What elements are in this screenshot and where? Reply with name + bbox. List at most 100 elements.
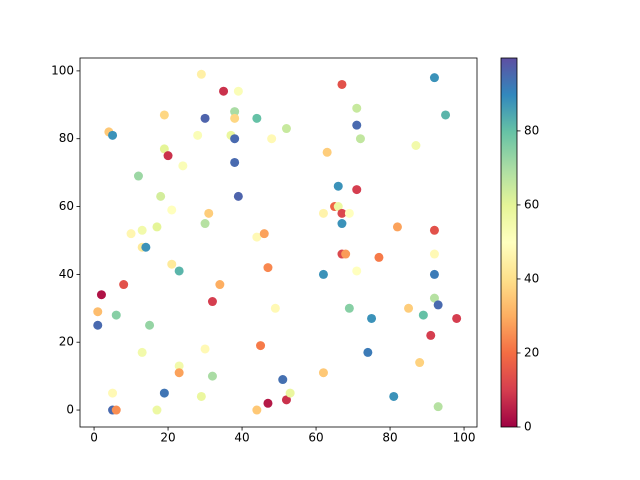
colorbar bbox=[500, 57, 518, 428]
point bbox=[252, 405, 262, 415]
point bbox=[196, 69, 206, 79]
point bbox=[200, 219, 210, 229]
point bbox=[429, 225, 439, 235]
point bbox=[145, 320, 155, 330]
point bbox=[93, 307, 103, 317]
point bbox=[411, 141, 421, 151]
point bbox=[355, 134, 365, 144]
point bbox=[352, 103, 362, 113]
y-tick-label: 40 bbox=[59, 267, 74, 281]
plot-frame bbox=[79, 57, 478, 428]
point bbox=[322, 147, 332, 157]
point bbox=[285, 388, 295, 398]
point bbox=[167, 259, 177, 269]
point bbox=[133, 171, 143, 181]
point bbox=[141, 242, 151, 252]
point bbox=[137, 225, 147, 235]
point bbox=[252, 232, 262, 242]
point bbox=[426, 330, 436, 340]
point bbox=[163, 151, 173, 161]
point bbox=[352, 120, 362, 130]
point bbox=[230, 107, 240, 117]
point bbox=[193, 130, 203, 140]
point bbox=[207, 371, 217, 381]
x-tick-label: 100 bbox=[453, 431, 476, 445]
point bbox=[452, 313, 462, 323]
point bbox=[108, 388, 118, 398]
point bbox=[119, 280, 129, 290]
point bbox=[337, 79, 347, 89]
point bbox=[159, 144, 169, 154]
point bbox=[281, 124, 291, 134]
point bbox=[318, 368, 328, 378]
point bbox=[167, 205, 177, 215]
point bbox=[367, 313, 377, 323]
point bbox=[433, 402, 443, 412]
point bbox=[219, 86, 229, 96]
x-tick-label: 40 bbox=[234, 431, 249, 445]
point bbox=[233, 86, 243, 96]
point bbox=[441, 110, 451, 120]
point bbox=[233, 191, 243, 201]
point bbox=[159, 110, 169, 120]
point bbox=[267, 134, 277, 144]
point bbox=[152, 405, 162, 415]
colorbar-tick-label: 0 bbox=[524, 420, 532, 434]
point bbox=[415, 358, 425, 368]
x-tick-label: 20 bbox=[160, 431, 175, 445]
point bbox=[200, 113, 210, 123]
point bbox=[207, 297, 217, 307]
x-tick-label: 80 bbox=[382, 431, 397, 445]
y-tick-label: 100 bbox=[51, 63, 74, 77]
point bbox=[404, 303, 414, 313]
point bbox=[126, 229, 136, 239]
x-tick-label: 0 bbox=[90, 431, 98, 445]
point bbox=[111, 310, 121, 320]
colorbar-tick-label: 20 bbox=[524, 345, 539, 359]
point bbox=[174, 361, 184, 371]
point bbox=[93, 320, 103, 330]
point bbox=[200, 344, 210, 354]
point bbox=[344, 303, 354, 313]
point bbox=[278, 375, 288, 385]
point bbox=[270, 303, 280, 313]
y-tick-label: 60 bbox=[59, 199, 74, 213]
point bbox=[337, 208, 347, 218]
point bbox=[429, 293, 439, 303]
point bbox=[259, 229, 269, 239]
point bbox=[433, 300, 443, 310]
point bbox=[159, 388, 169, 398]
point bbox=[174, 266, 184, 276]
point bbox=[263, 398, 273, 408]
point bbox=[174, 368, 184, 378]
point bbox=[352, 185, 362, 195]
y-tick-label: 20 bbox=[59, 335, 74, 349]
point bbox=[344, 208, 354, 218]
point bbox=[196, 391, 206, 401]
point bbox=[341, 249, 351, 259]
point bbox=[96, 290, 106, 300]
point bbox=[230, 134, 240, 144]
point bbox=[389, 391, 399, 401]
colorbar-tick-label: 40 bbox=[524, 271, 539, 285]
point bbox=[333, 202, 343, 212]
y-tick-label: 80 bbox=[59, 131, 74, 145]
point bbox=[108, 130, 118, 140]
point bbox=[363, 347, 373, 357]
point bbox=[318, 269, 328, 279]
x-tick-label: 60 bbox=[308, 431, 323, 445]
point bbox=[333, 181, 343, 191]
point bbox=[392, 222, 402, 232]
point bbox=[263, 263, 273, 273]
point bbox=[230, 113, 240, 123]
point bbox=[337, 219, 347, 229]
point bbox=[256, 341, 266, 351]
point bbox=[281, 395, 291, 405]
point bbox=[111, 405, 121, 415]
point bbox=[252, 113, 262, 123]
colorbar-tick-label: 60 bbox=[524, 197, 539, 211]
point bbox=[352, 266, 362, 276]
point bbox=[374, 252, 384, 262]
point bbox=[156, 191, 166, 201]
